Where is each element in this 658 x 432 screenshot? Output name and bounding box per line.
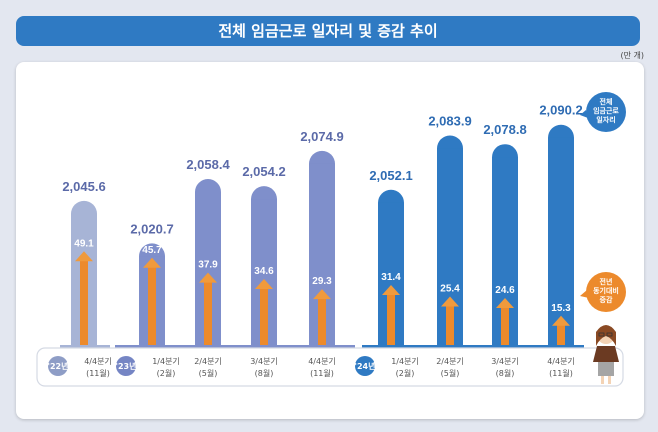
baseline-2024 bbox=[362, 345, 584, 349]
x-tick-quarter-label: 4/4분기 bbox=[308, 357, 336, 366]
change-arrow-head bbox=[552, 315, 570, 326]
x-tick-month-label: (11월) bbox=[86, 368, 110, 378]
change-value-label: 31.4 bbox=[381, 272, 401, 283]
change-arrow-head bbox=[143, 257, 161, 268]
total-value-label: 2,054.2 bbox=[242, 164, 285, 179]
x-tick-month-label: (5월) bbox=[441, 368, 460, 378]
change-arrow-head bbox=[382, 285, 400, 296]
change-arrow-head bbox=[313, 289, 331, 300]
legend-bubble-total-text: 일자리 bbox=[596, 115, 615, 124]
year-badge-label: '22년 bbox=[48, 361, 69, 371]
x-tick-month-label: (5월) bbox=[199, 368, 218, 378]
year-badge bbox=[355, 356, 375, 376]
change-value-label: 49.1 bbox=[74, 238, 94, 249]
legend-bubble-change-text: 동기대비 bbox=[593, 286, 619, 295]
character-glasses-right bbox=[606, 332, 613, 337]
change-value-label: 34.6 bbox=[254, 266, 274, 277]
change-value-label: 15.3 bbox=[551, 303, 571, 314]
x-tick-quarter-label: 3/4분기 bbox=[491, 357, 519, 366]
x-tick-quarter-label: 2/4분기 bbox=[194, 357, 222, 366]
change-arrow-head bbox=[75, 251, 93, 262]
change-value-label: 45.7 bbox=[142, 245, 162, 256]
total-value-label: 2,078.8 bbox=[483, 122, 526, 137]
total-value-label: 2,052.1 bbox=[369, 168, 412, 183]
legend-bubble-total-text: 전체 bbox=[600, 97, 613, 106]
x-tick-quarter-label: 3/4분기 bbox=[250, 357, 278, 366]
x-tick-quarter-label: 4/4분기 bbox=[547, 357, 575, 366]
x-tick-quarter-label: 1/4분기 bbox=[391, 357, 419, 366]
x-tick-month-label: (8월) bbox=[496, 368, 515, 378]
baseline-2023 bbox=[115, 345, 355, 349]
year-badge bbox=[116, 356, 136, 376]
year-badge-label: '23년 bbox=[116, 361, 137, 371]
legend-bubble-change-text: 전년 bbox=[600, 277, 613, 286]
legend-bubble-total-tail bbox=[580, 110, 588, 118]
change-arrow-shaft bbox=[557, 323, 565, 345]
legend-bubble-total-text: 임금근로 bbox=[593, 106, 619, 115]
change-value-label: 37.9 bbox=[198, 260, 218, 271]
x-tick-quarter-label: 1/4분기 bbox=[152, 357, 180, 366]
legend-bubble-change bbox=[586, 272, 626, 312]
change-arrow-shaft bbox=[387, 293, 395, 345]
change-arrow-shaft bbox=[446, 304, 454, 345]
unit-label: (만 개) bbox=[620, 51, 644, 60]
x-tick-month-label: (2월) bbox=[396, 368, 415, 378]
change-value-label: 25.4 bbox=[440, 284, 460, 295]
total-value-label: 2,090.2 bbox=[539, 103, 582, 118]
legend-bubble-total bbox=[586, 92, 626, 132]
change-arrow-shaft bbox=[80, 259, 88, 345]
change-arrow-shaft bbox=[501, 306, 509, 345]
x-axis-label-strip bbox=[36, 347, 624, 387]
x-tick-month-label: (11월) bbox=[549, 368, 573, 378]
year-badge bbox=[48, 356, 68, 376]
character-leg-left bbox=[601, 376, 604, 384]
total-value-label: 2,045.6 bbox=[62, 179, 105, 194]
change-value-label: 24.6 bbox=[495, 285, 515, 296]
change-arrow-head bbox=[496, 298, 514, 309]
change-value-label: 29.3 bbox=[312, 276, 332, 287]
change-arrow-shaft bbox=[204, 280, 212, 345]
total-value-label: 2,074.9 bbox=[300, 129, 343, 144]
total-bar-body bbox=[548, 137, 574, 347]
change-arrow-shaft bbox=[318, 297, 326, 345]
year-badge-label: '24년 bbox=[355, 361, 376, 371]
change-arrow-head bbox=[441, 296, 459, 307]
total-value-label: 2,020.7 bbox=[130, 221, 173, 236]
x-tick-month-label: (8월) bbox=[255, 368, 274, 378]
x-tick-quarter-label: 2/4분기 bbox=[436, 357, 464, 366]
x-tick-month-label: (11월) bbox=[310, 368, 334, 378]
change-arrow-head bbox=[199, 272, 217, 283]
change-arrow-head bbox=[255, 278, 273, 289]
total-value-label: 2,058.4 bbox=[186, 157, 230, 172]
total-value-label: 2,083.9 bbox=[428, 113, 471, 128]
character-hair bbox=[596, 325, 616, 346]
character-leg-right bbox=[608, 376, 611, 384]
chart-title: 전체 임금근로 일자리 및 증감 추이 bbox=[16, 16, 640, 46]
character-skirt bbox=[598, 362, 614, 376]
character-glasses-left bbox=[598, 332, 605, 337]
x-tick-month-label: (2월) bbox=[157, 368, 176, 378]
character-jacket bbox=[593, 346, 619, 362]
legend-bubble-change-text: 증감 bbox=[600, 295, 613, 304]
change-arrow-shaft bbox=[148, 265, 156, 345]
legend-bubble-change-tail bbox=[580, 290, 589, 298]
x-tick-quarter-label: 4/4분기 bbox=[84, 357, 112, 366]
change-arrow-shaft bbox=[260, 286, 268, 345]
